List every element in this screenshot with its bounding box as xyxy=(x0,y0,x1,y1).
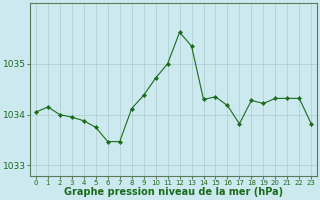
X-axis label: Graphe pression niveau de la mer (hPa): Graphe pression niveau de la mer (hPa) xyxy=(64,187,283,197)
